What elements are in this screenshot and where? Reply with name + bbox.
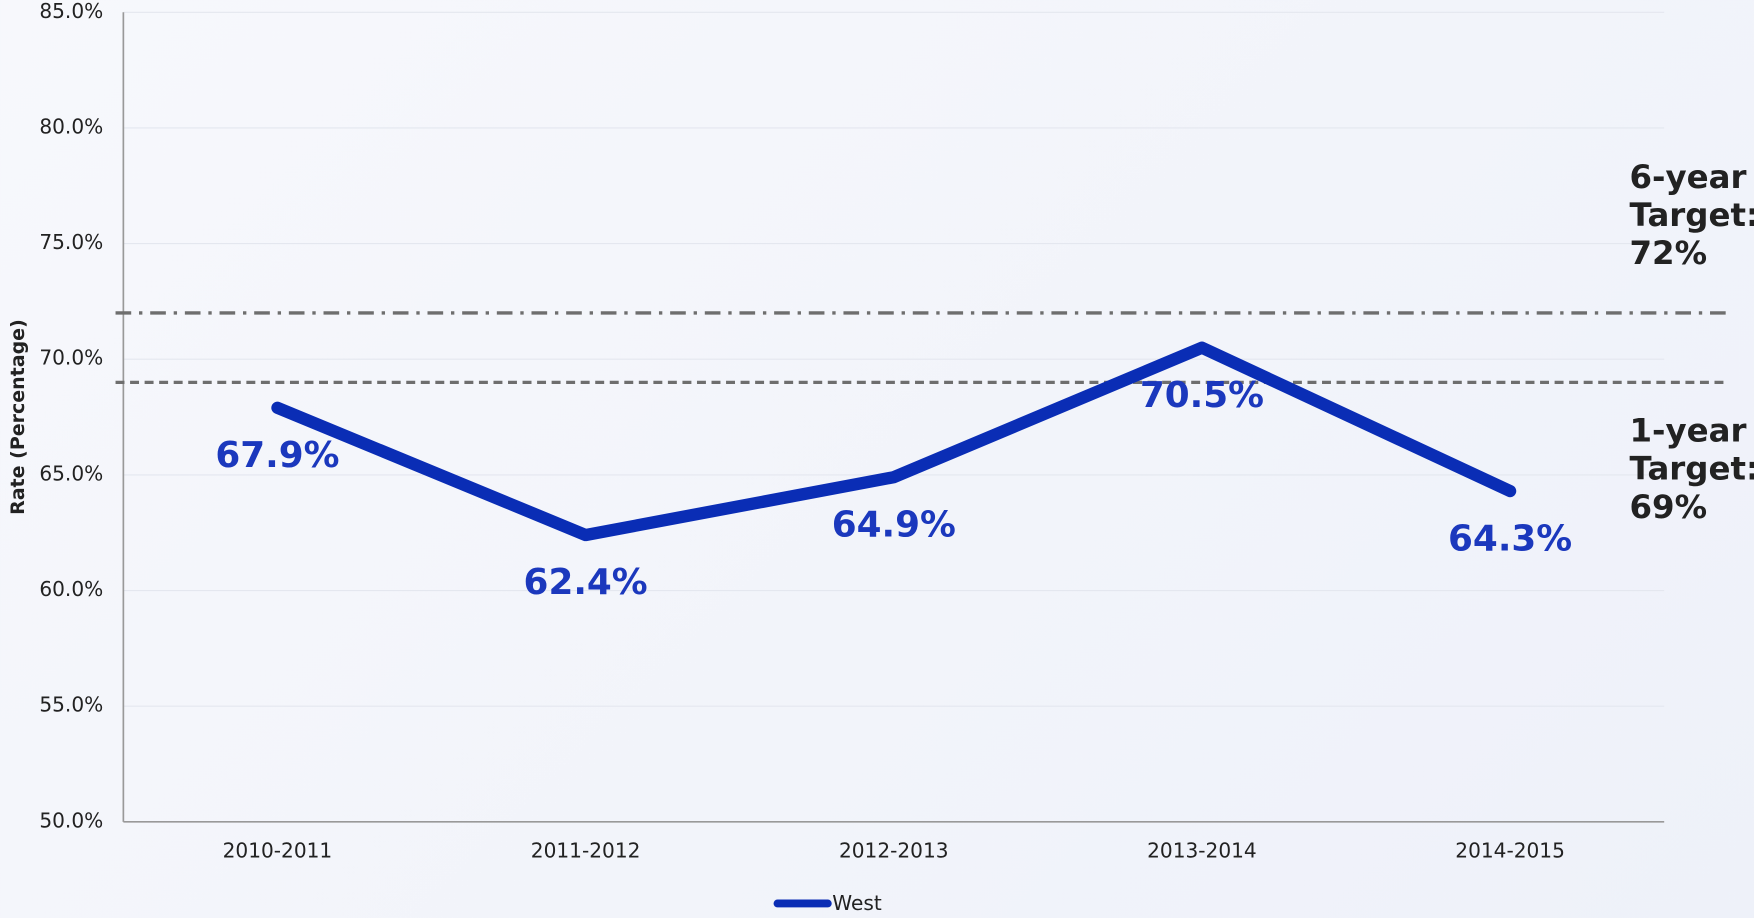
x-tick-label: 2013-2014 bbox=[1147, 839, 1257, 863]
data-line bbox=[271, 341, 1517, 542]
legend-label: West bbox=[832, 891, 882, 915]
x-tick-label: 2011-2012 bbox=[531, 839, 641, 863]
x-tick-label: 2012-2013 bbox=[839, 839, 949, 863]
target-label: 6-year bbox=[1630, 158, 1747, 196]
data-label: 67.9% bbox=[215, 435, 339, 476]
target-label: 1-year bbox=[1630, 412, 1747, 450]
y-tick-label: 55.0% bbox=[39, 693, 103, 717]
data-label: 64.9% bbox=[832, 504, 956, 545]
data-label: 64.3% bbox=[1448, 518, 1572, 559]
y-tick-label: 70.0% bbox=[39, 346, 103, 370]
target-label: 69% bbox=[1630, 488, 1708, 526]
y-axis-label: Rate (Percentage) bbox=[7, 319, 29, 515]
y-tick-label: 50.0% bbox=[39, 808, 103, 832]
y-tick-label: 65.0% bbox=[39, 461, 103, 485]
x-tick-label: 2010-2011 bbox=[223, 839, 333, 863]
y-tick-label: 60.0% bbox=[39, 577, 103, 601]
target-label: Target: bbox=[1630, 450, 1754, 488]
data-label: 70.5% bbox=[1140, 375, 1264, 416]
y-tick-label: 80.0% bbox=[39, 114, 103, 138]
y-tick-label: 75.0% bbox=[39, 230, 103, 254]
target-label: 72% bbox=[1630, 234, 1708, 272]
x-tick-label: 2014-2015 bbox=[1455, 839, 1565, 863]
y-tick-label: 85.0% bbox=[39, 0, 103, 23]
data-label: 62.4% bbox=[524, 562, 648, 603]
target-label: Target: bbox=[1630, 196, 1754, 234]
